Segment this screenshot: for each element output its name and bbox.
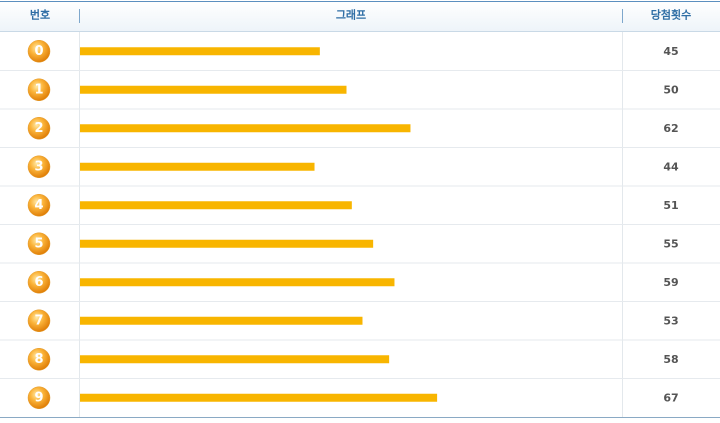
value-label: 50 [663, 83, 679, 96]
value-label: 67 [663, 391, 678, 404]
value-label: 55 [663, 237, 678, 250]
category-label: 0 [34, 44, 43, 59]
category-label: 3 [34, 159, 43, 174]
bar [80, 47, 320, 56]
column-header: 그래프 [336, 8, 366, 22]
bar [80, 201, 352, 210]
category-label: 5 [34, 236, 43, 251]
value-label: 58 [663, 353, 678, 366]
category-label: 7 [34, 313, 43, 328]
bar [80, 278, 395, 287]
number-ball [27, 386, 51, 409]
bar [80, 239, 374, 248]
category-label: 2 [34, 121, 43, 136]
number-ball [27, 194, 51, 217]
category-label: 6 [34, 275, 43, 290]
bar [80, 393, 438, 402]
column-header: 당첨횟수 [651, 8, 691, 22]
number-ball [27, 232, 51, 255]
bar [80, 316, 363, 325]
category-label: 4 [34, 198, 43, 213]
category-label: 1 [34, 82, 43, 97]
value-label: 44 [663, 160, 679, 173]
value-label: 45 [663, 45, 678, 58]
number-ball [27, 155, 51, 178]
bar [80, 85, 347, 94]
column-header: 번호 [30, 8, 50, 22]
header-bg [0, 1, 720, 31]
number-ball [27, 348, 51, 371]
value-label: 53 [663, 314, 678, 327]
value-label: 59 [663, 276, 678, 289]
bar [80, 355, 390, 364]
number-ball [27, 271, 51, 294]
category-label: 8 [34, 352, 43, 367]
bar [80, 124, 411, 133]
number-ball [27, 40, 51, 63]
bar [80, 162, 315, 171]
value-label: 51 [663, 199, 678, 212]
number-ball [27, 309, 51, 332]
category-label: 9 [34, 390, 43, 405]
number-ball [27, 117, 51, 140]
number-ball [27, 78, 51, 101]
value-label: 62 [663, 122, 678, 135]
